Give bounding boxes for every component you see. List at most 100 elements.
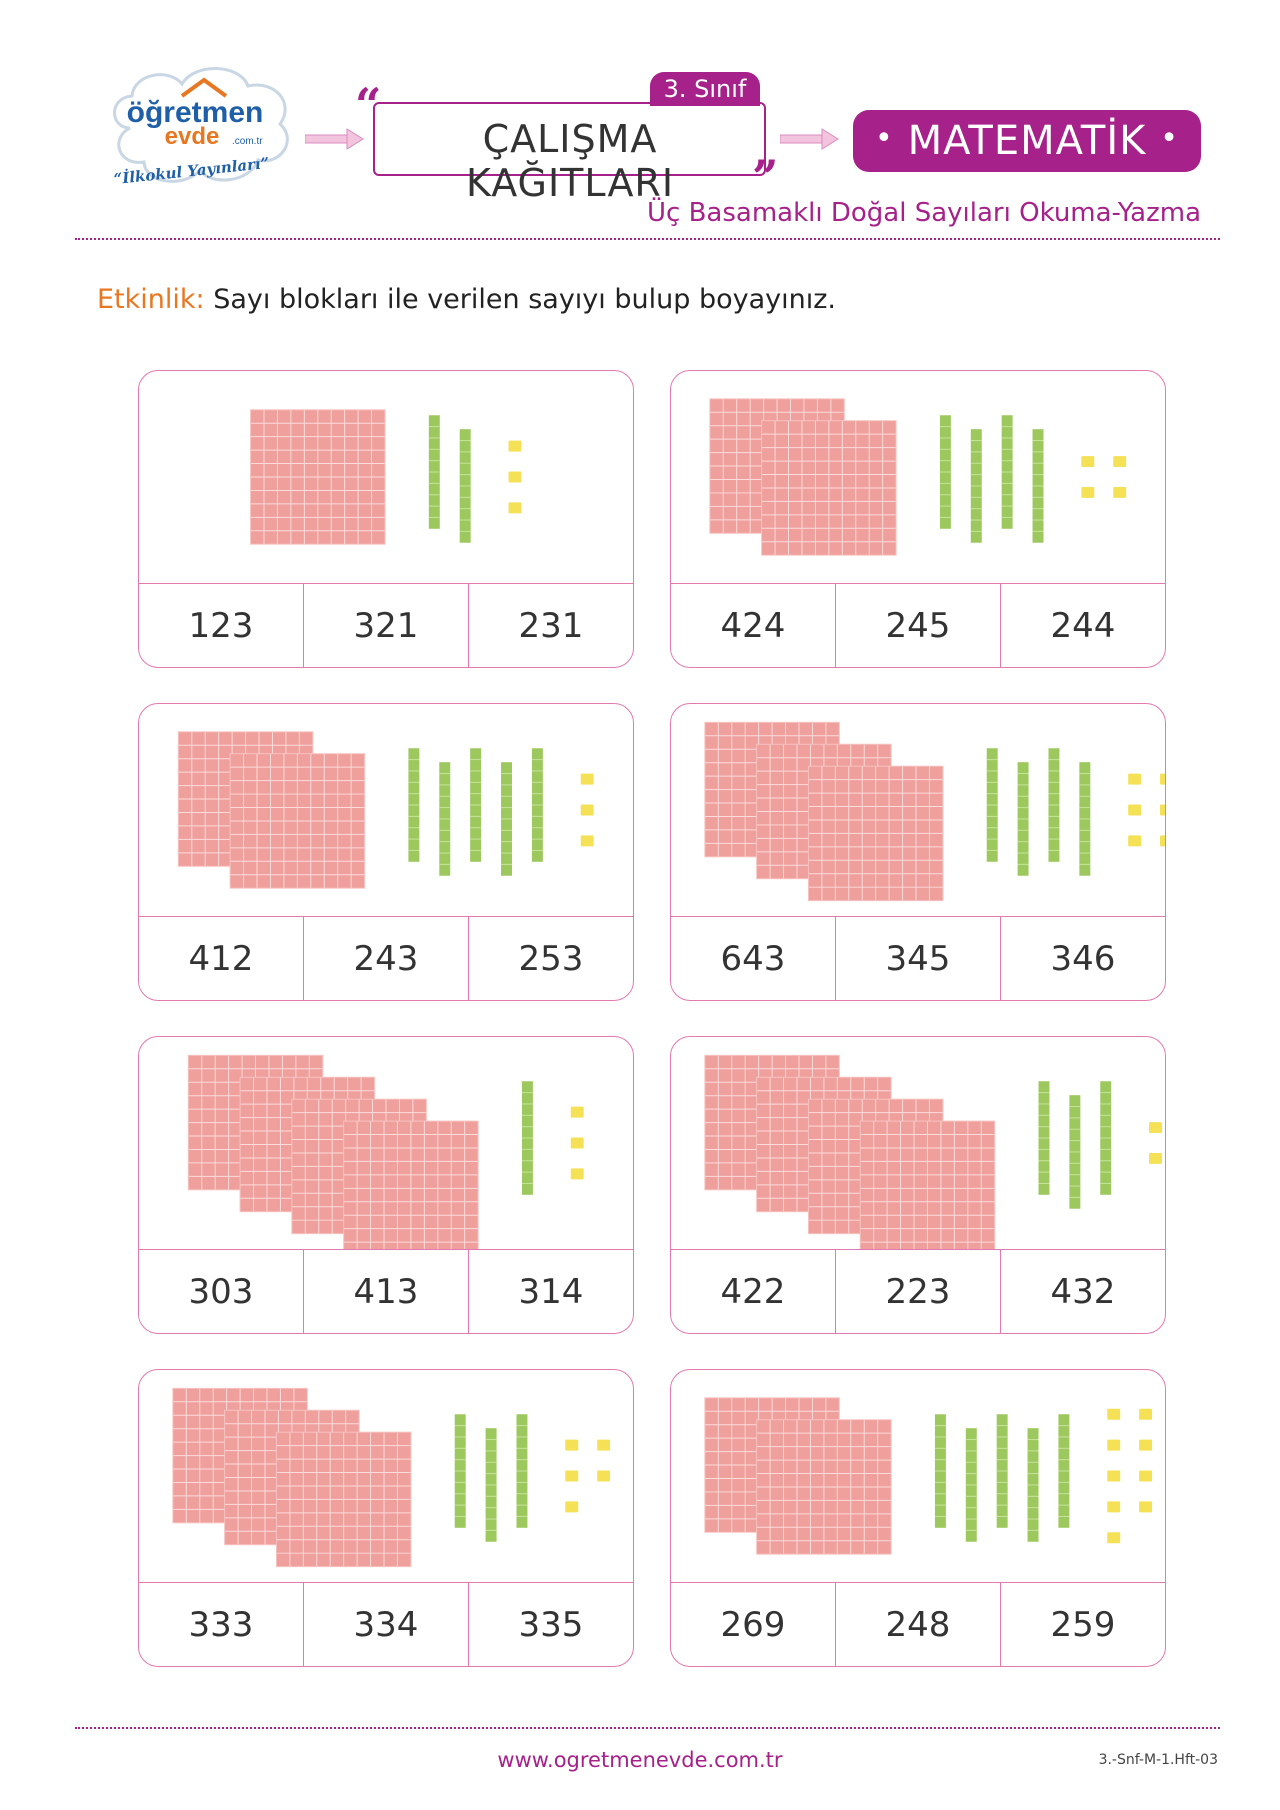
- logo-word-ogretmen: öğretmen: [127, 96, 264, 129]
- tens-rod: [1027, 1428, 1039, 1542]
- hundreds-block: [807, 765, 944, 902]
- ones-cube: [1139, 1501, 1153, 1513]
- answer-option[interactable]: 321: [304, 584, 469, 668]
- answer-option[interactable]: 432: [1050, 1272, 1116, 1312]
- tens-rod: [934, 1414, 946, 1528]
- tens-rod: [516, 1414, 528, 1528]
- tens-rod: [521, 1081, 533, 1195]
- answer-option[interactable]: 413: [304, 1250, 469, 1334]
- ones-cube: [1128, 804, 1142, 816]
- arrow-right-icon: [305, 128, 364, 150]
- tens-rod: [970, 429, 982, 543]
- exercise-card: 422 223 432: [670, 1036, 1166, 1334]
- tens-rod: [501, 762, 512, 876]
- answer-option[interactable]: 259: [1050, 1605, 1116, 1645]
- answer-options: 422 223 432: [671, 1249, 1165, 1334]
- bullet-dot-icon: •: [1160, 121, 1179, 156]
- title-frame: [373, 102, 766, 176]
- base-ten-blocks: [704, 721, 1165, 902]
- exercise-card: 424 245 244: [670, 370, 1166, 668]
- ones-cube: [1149, 1122, 1163, 1134]
- ones-cube: [1160, 835, 1165, 847]
- page-title: ÇALIŞMA KAĞITLARI: [465, 117, 675, 205]
- answer-option[interactable]: 424: [671, 584, 836, 668]
- answer-option[interactable]: 422: [671, 1250, 836, 1334]
- ones-cube: [1160, 773, 1165, 785]
- tens-rod: [1058, 1414, 1070, 1528]
- ones-cube: [570, 1106, 584, 1118]
- hundreds-block: [275, 1431, 412, 1568]
- answer-options: 333 334 335: [139, 1582, 633, 1667]
- ones-cube: [1160, 804, 1165, 816]
- hundreds-block: [761, 420, 897, 556]
- hundreds-block: [250, 409, 386, 545]
- tens-rod: [939, 415, 951, 529]
- tens-rod: [439, 762, 451, 876]
- subject-badge: • MATEMATİK •: [853, 110, 1201, 172]
- publisher-logo: öğretmen evde .com.tr “İlkokul Yayınları…: [113, 67, 289, 188]
- answer-option[interactable]: 253: [518, 939, 584, 979]
- ones-cube: [1107, 1501, 1121, 1513]
- answer-option[interactable]: 412: [139, 917, 304, 1001]
- answer-option[interactable]: 223: [836, 1250, 1001, 1334]
- answer-option[interactable]: 245: [836, 584, 1001, 668]
- answer-option[interactable]: 303: [139, 1250, 304, 1334]
- base-ten-blocks: [187, 1054, 584, 1249]
- ones-cube: [1149, 1152, 1163, 1164]
- answer-option[interactable]: 231: [518, 606, 584, 646]
- house-roof-icon: [180, 77, 228, 98]
- answer-option[interactable]: 314: [518, 1272, 584, 1312]
- answer-option[interactable]: 244: [1050, 606, 1116, 646]
- ones-cube: [1113, 486, 1127, 498]
- hundreds-block: [229, 753, 366, 889]
- answer-options: 269 248 259: [671, 1582, 1165, 1667]
- exercise-card: 333 334 335: [138, 1369, 634, 1667]
- answer-option[interactable]: 334: [304, 1583, 469, 1667]
- tens-rod: [470, 748, 482, 862]
- ones-cube: [1139, 1470, 1153, 1482]
- arrow-right-icon: [780, 128, 839, 150]
- answer-options: 303 413 314: [139, 1249, 633, 1334]
- base-ten-blocks: [709, 398, 1127, 556]
- hundreds-block: [859, 1120, 996, 1249]
- ones-cube: [565, 1470, 579, 1482]
- hundreds-block: [756, 1419, 892, 1555]
- ones-cube: [508, 502, 522, 514]
- footer-url[interactable]: www.ogretmenevde.com.tr: [497, 1748, 783, 1772]
- tens-rod: [408, 748, 420, 862]
- answer-option[interactable]: 345: [836, 917, 1001, 1001]
- ones-cube: [1128, 773, 1142, 785]
- base-ten-blocks: [704, 1054, 1163, 1249]
- answer-options: 643 345 346: [671, 916, 1165, 1001]
- ones-cube: [1081, 486, 1095, 498]
- grade-badge: 3. Sınıf: [650, 72, 760, 106]
- answer-option[interactable]: 123: [139, 584, 304, 668]
- answer-options: 424 245 244: [671, 583, 1165, 668]
- ones-cube: [508, 471, 522, 483]
- ones-cube: [565, 1501, 579, 1513]
- answer-option[interactable]: 335: [518, 1605, 584, 1645]
- answer-option[interactable]: 248: [836, 1583, 1001, 1667]
- tens-rod: [1001, 415, 1013, 529]
- tens-rod: [1048, 748, 1060, 862]
- ones-cube: [597, 1470, 611, 1482]
- tens-rod: [986, 748, 998, 862]
- tens-rod: [965, 1428, 977, 1542]
- tens-rod: [1038, 1081, 1050, 1195]
- answer-option[interactable]: 243: [304, 917, 469, 1001]
- tens-rod: [531, 748, 543, 862]
- answer-option[interactable]: 643: [671, 917, 836, 1001]
- answer-option[interactable]: 333: [139, 1583, 304, 1667]
- document-code: 3.-Snf-M-1.Hft-03: [1098, 1752, 1218, 1768]
- footer-divider: [75, 1727, 1220, 1729]
- answer-option[interactable]: 269: [671, 1583, 836, 1667]
- answer-options: 412 243 253: [139, 916, 633, 1001]
- answer-option[interactable]: 346: [1050, 939, 1116, 979]
- ones-cube: [1113, 456, 1127, 468]
- activity-instruction: Etkinlik: Sayı blokları ile verilen sayı…: [97, 284, 836, 315]
- bullet-dot-icon: •: [875, 121, 894, 156]
- ones-cube: [580, 804, 594, 816]
- ones-cube: [580, 773, 594, 785]
- tens-rod: [428, 415, 440, 529]
- ones-cube: [570, 1168, 584, 1180]
